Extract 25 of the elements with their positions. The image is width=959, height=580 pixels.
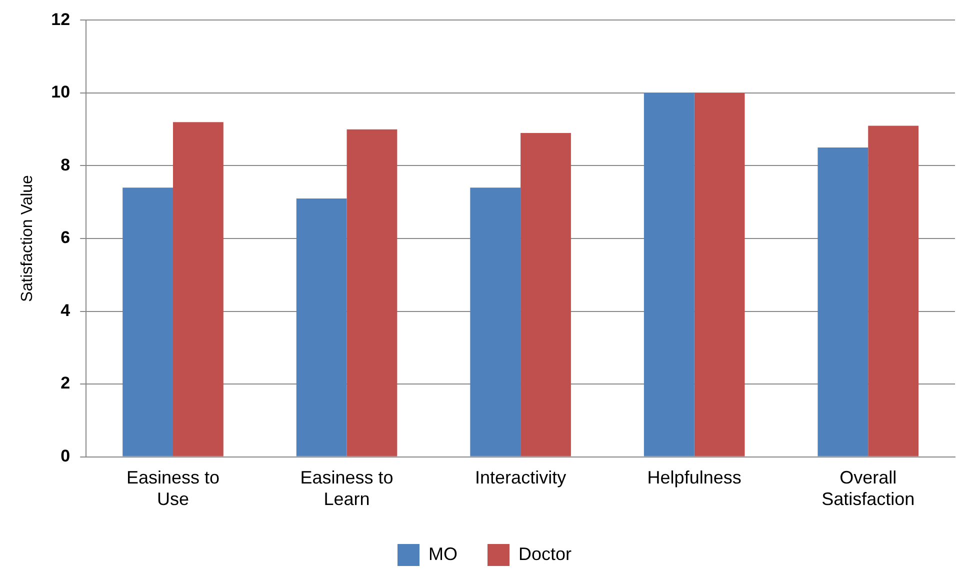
x-tick-label: Easiness to Learn bbox=[300, 468, 394, 510]
x-tick-label: Helpfulness bbox=[647, 468, 742, 488]
bar bbox=[818, 148, 868, 456]
bar bbox=[868, 126, 919, 456]
x-tick-label: Easiness to Use bbox=[126, 468, 220, 510]
y-tick-label: 8 bbox=[60, 155, 70, 174]
y-tick-label: 10 bbox=[51, 82, 70, 102]
bar bbox=[346, 129, 398, 456]
bar bbox=[296, 198, 347, 456]
y-tick-label: 6 bbox=[60, 228, 70, 248]
bar bbox=[470, 188, 521, 456]
y-tick-label: 0 bbox=[60, 446, 70, 466]
bar bbox=[644, 92, 694, 456]
y-tick-label: 4 bbox=[60, 300, 71, 320]
x-tick-label: Interactivity bbox=[475, 468, 566, 488]
legend-label: Doctor bbox=[518, 544, 572, 564]
legend-label: MO bbox=[428, 544, 458, 564]
bar bbox=[694, 92, 745, 456]
y-tick-label: 2 bbox=[60, 374, 70, 393]
bar bbox=[173, 122, 224, 456]
y-tick-label: 12 bbox=[51, 10, 70, 29]
bar bbox=[122, 188, 173, 456]
y-axis-title: Satisfaction Value bbox=[19, 174, 36, 302]
x-tick-label: Overall Satisfaction bbox=[822, 468, 915, 510]
bar bbox=[520, 132, 571, 456]
